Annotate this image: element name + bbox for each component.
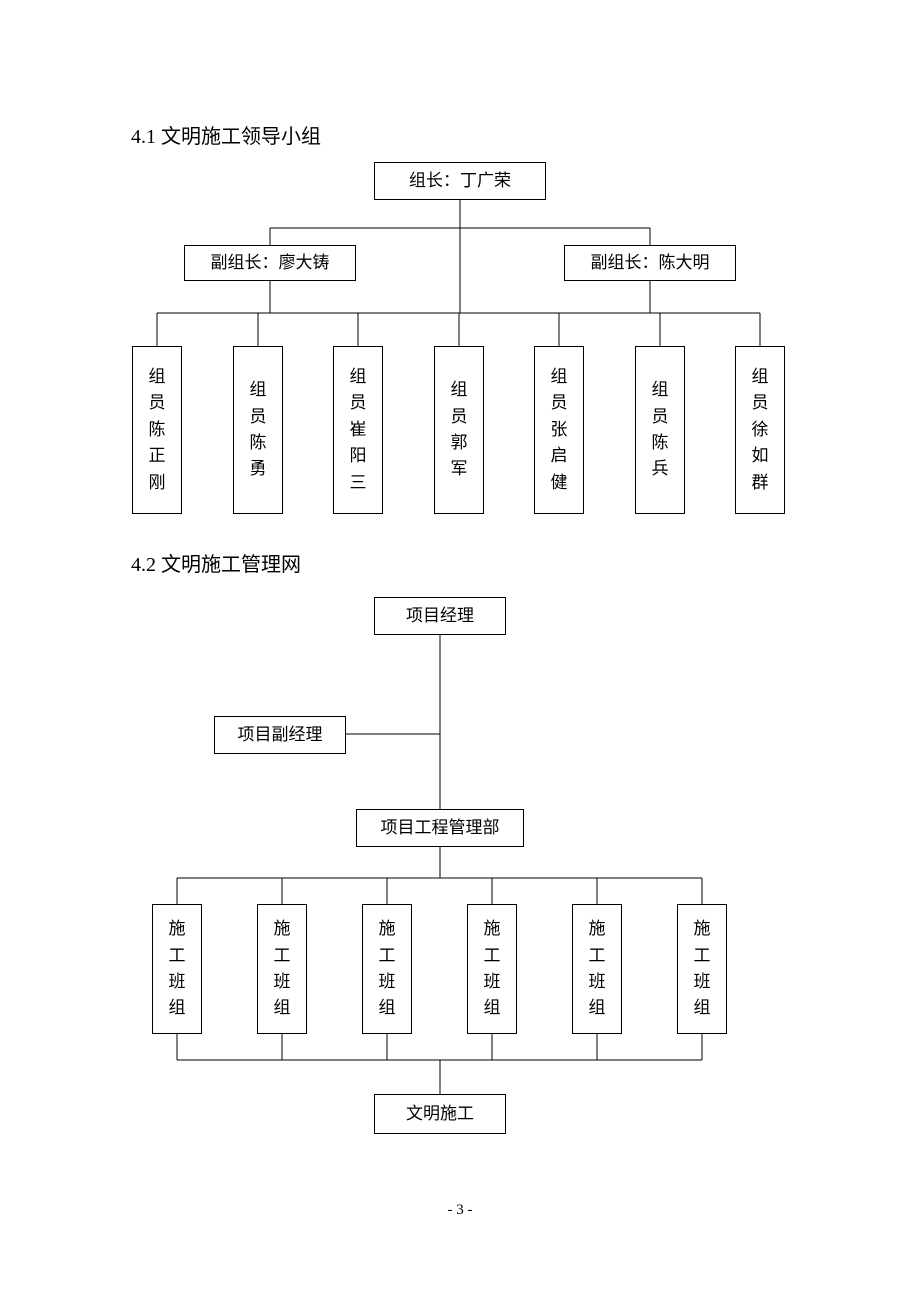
- chart1-member-3: 组员崔阳三: [333, 346, 383, 514]
- chart1-member-7: 组员徐如群: [735, 346, 785, 514]
- chart1-member-6: 组员陈兵: [635, 346, 685, 514]
- chart2-manager: 项目经理: [374, 597, 506, 635]
- section-4-2-heading: 4.2 文明施工管理网: [131, 548, 301, 577]
- chart2-bottom: 文明施工: [374, 1094, 506, 1134]
- chart1-deputy-left: 副组长：廖大铸: [184, 245, 356, 281]
- page-number: - 3 -: [448, 1202, 473, 1219]
- chart2-team-2: 施工班组: [257, 904, 307, 1034]
- chart2-team-5: 施工班组: [572, 904, 622, 1034]
- chart2-team-4: 施工班组: [467, 904, 517, 1034]
- chart2-dept: 项目工程管理部: [356, 809, 524, 847]
- chart1-member-5: 组员张启健: [534, 346, 584, 514]
- chart1-member-1: 组员陈正刚: [132, 346, 182, 514]
- chart2-team-1: 施工班组: [152, 904, 202, 1034]
- section-4-1-heading: 4.1 文明施工领导小组: [131, 120, 321, 149]
- chart1-leader: 组长：丁广荣: [374, 162, 546, 200]
- chart2-team-6: 施工班组: [677, 904, 727, 1034]
- chart1-deputy-right: 副组长：陈大明: [564, 245, 736, 281]
- chart2-deputy-manager: 项目副经理: [214, 716, 346, 754]
- page: 4.1 文明施工领导小组 组长：丁广荣 副组长：廖大铸 副组长：陈大明 组员陈正…: [0, 0, 920, 1302]
- chart1-member-2: 组员陈勇: [233, 346, 283, 514]
- chart2-team-3: 施工班组: [362, 904, 412, 1034]
- chart1-member-4: 组员郭军: [434, 346, 484, 514]
